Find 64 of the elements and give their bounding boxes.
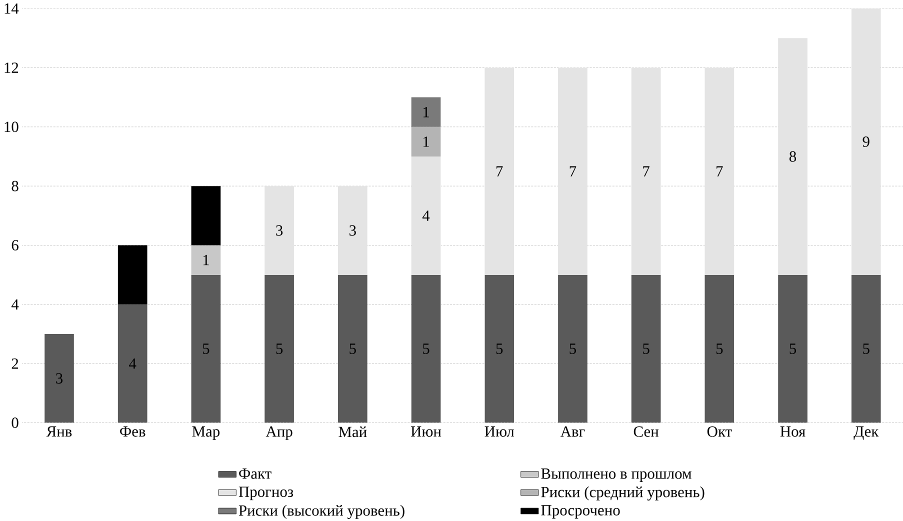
bar <box>558 68 588 275</box>
y-tick-label: 10 <box>4 122 18 132</box>
bar <box>631 68 661 275</box>
bar <box>191 245 221 275</box>
data-label: 5 <box>716 344 723 354</box>
y-tick-label: 6 <box>12 240 18 250</box>
y-tick-label: 8 <box>12 180 18 192</box>
y-tick-label: 2 <box>12 358 18 369</box>
legend-label: Риски (средний уровень) <box>541 486 704 500</box>
bar <box>338 186 368 275</box>
x-tick-label: Янв <box>46 426 72 436</box>
data-label: 5 <box>496 344 503 354</box>
legend-label: Риски (высокий уровень) <box>238 504 404 519</box>
y-tick-label: 4 <box>11 299 19 310</box>
data-label: 4 <box>129 358 136 369</box>
data-label: 7 <box>496 166 503 176</box>
x-tick-label: Ноя <box>780 426 806 437</box>
x-tick-label: Фев <box>120 426 146 437</box>
x-tick-label: Авг <box>560 426 585 436</box>
data-label: 7 <box>716 166 723 176</box>
data-label: 5 <box>570 344 576 354</box>
bar <box>411 97 441 127</box>
data-label: 3 <box>350 225 356 236</box>
data-label: 5 <box>643 344 650 354</box>
data-label: 7 <box>643 166 650 176</box>
data-label: 3 <box>276 225 283 236</box>
data-label: 9 <box>862 136 870 147</box>
data-label: 5 <box>202 344 210 354</box>
data-label: 5 <box>863 344 870 354</box>
x-tick-label: Окт <box>707 426 732 437</box>
legend-label: Прогноз <box>238 486 294 500</box>
y-tick-label: 14 <box>4 3 19 14</box>
data-label: 5 <box>790 344 796 354</box>
bar <box>118 245 148 304</box>
bar <box>411 156 441 275</box>
data-label: 1 <box>203 254 209 266</box>
x-tick-label: Май <box>338 426 367 438</box>
bar <box>851 8 881 275</box>
x-tick-label: Июн <box>410 426 442 437</box>
data-label: 5 <box>350 344 356 354</box>
legend-label: Факт <box>239 468 272 479</box>
bar <box>778 38 808 275</box>
data-label: 7 <box>570 166 576 176</box>
bar <box>191 186 221 246</box>
y-tick-label: 12 <box>4 62 18 73</box>
bar <box>411 126 441 156</box>
legend-label: Просрочено <box>541 505 620 518</box>
data-label: 3 <box>56 373 63 384</box>
y-tick-label: 0 <box>12 417 18 428</box>
data-label: 1 <box>423 136 429 147</box>
x-tick-label: Мар <box>192 426 220 440</box>
data-label: 5 <box>276 344 283 354</box>
bar <box>704 68 734 275</box>
bar <box>264 186 294 275</box>
data-label: 8 <box>789 151 796 162</box>
x-tick-label: Дек <box>854 426 879 440</box>
x-tick-label: Июл <box>484 426 514 437</box>
data-label: 5 <box>423 344 430 354</box>
data-label: 4 <box>422 210 430 221</box>
bar <box>484 68 514 275</box>
x-tick-label: Апр <box>266 426 292 440</box>
data-label: 1 <box>423 106 429 118</box>
x-tick-label: Сен <box>634 426 659 437</box>
legend-label: Выполнено в прошлом <box>541 468 692 482</box>
